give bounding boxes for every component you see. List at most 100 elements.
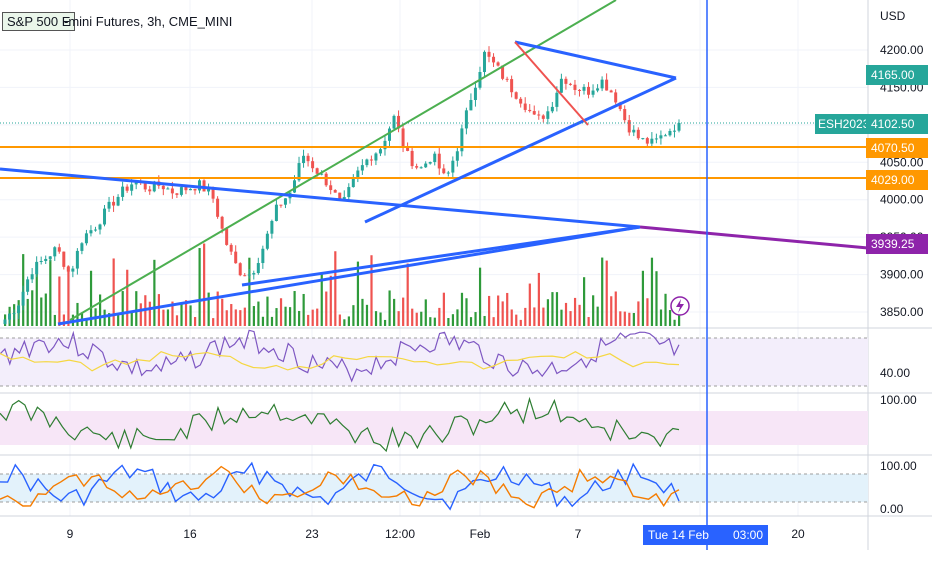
trendline-rising xyxy=(364,76,677,224)
x-tick-label: Feb xyxy=(470,527,491,541)
candle-body xyxy=(614,92,618,103)
volume-bar xyxy=(506,292,509,326)
symbol-label[interactable]: S&P 500 E xyxy=(2,12,76,31)
x-tick-label: 16 xyxy=(183,527,197,541)
volume-bar xyxy=(311,309,314,326)
candle-body xyxy=(62,251,66,267)
volume-bar xyxy=(668,310,672,326)
volume-bar xyxy=(361,298,364,326)
candle-body xyxy=(229,244,233,252)
candle-body xyxy=(505,78,509,80)
candle-body xyxy=(329,185,333,191)
volume-bar xyxy=(555,292,559,326)
candle-body xyxy=(148,189,152,192)
candle-body xyxy=(460,128,464,152)
volume-bar xyxy=(551,292,554,326)
candle-body xyxy=(333,190,337,193)
volume-bar xyxy=(596,306,599,326)
chart-title: -mini Futures, 3h, CME_MINI xyxy=(64,14,233,29)
candle-body xyxy=(397,115,401,129)
volume-bar xyxy=(135,291,138,326)
volume-bar xyxy=(415,312,418,326)
candle-body xyxy=(324,173,328,186)
candle-body xyxy=(270,220,274,234)
candle-body xyxy=(152,181,156,192)
volume-bar xyxy=(184,300,188,326)
y-tick-label: 4050.00 xyxy=(880,155,924,169)
candle-body xyxy=(265,233,269,249)
volume-bar xyxy=(325,291,328,326)
volume-bar xyxy=(420,311,423,326)
volume-bar xyxy=(98,294,102,326)
volume-bar xyxy=(460,292,464,326)
candle-body xyxy=(564,78,568,84)
candle-body xyxy=(351,177,355,188)
candle-body xyxy=(175,193,179,195)
price-tag-4165: 4165.00 xyxy=(866,65,928,85)
projection-line xyxy=(639,225,869,250)
volume-bar xyxy=(501,301,504,326)
triangle-top xyxy=(514,40,677,80)
candle-body xyxy=(442,168,446,174)
candle-body xyxy=(573,84,577,90)
candle-body xyxy=(302,155,306,164)
volume-bar xyxy=(293,291,296,326)
candle-body xyxy=(238,263,242,276)
crosshair-time-label: 03:00 xyxy=(728,525,768,545)
last-price-tag: 4102.50 xyxy=(866,114,928,134)
volume-bar xyxy=(257,301,260,326)
candle-body xyxy=(541,115,545,119)
oscillator-line xyxy=(0,396,680,453)
volume-bar xyxy=(112,258,115,326)
y-tick-label: 4000.00 xyxy=(880,193,924,207)
candle-body xyxy=(437,153,441,169)
candle-body xyxy=(121,186,125,197)
volume-bar xyxy=(153,259,156,326)
volume-bar xyxy=(429,317,432,326)
volume-bar xyxy=(193,317,197,326)
volume-bar xyxy=(397,311,400,326)
volume-bar xyxy=(560,309,563,326)
rsi-band xyxy=(0,338,868,386)
candle-body xyxy=(596,88,600,91)
indicator-panels xyxy=(0,337,868,503)
candle-body xyxy=(568,83,572,85)
candle-body xyxy=(347,187,351,198)
candle-body xyxy=(464,110,468,129)
x-tick-label: 12:00 xyxy=(385,527,415,541)
candle-body xyxy=(8,313,12,320)
chart-svg: USD4200.004150.004100.004050.004000.0039… xyxy=(0,0,932,550)
candle-body xyxy=(600,79,604,89)
stoch-band xyxy=(0,474,868,502)
candle-body xyxy=(537,114,541,116)
volume-bar xyxy=(519,319,522,326)
candle-body xyxy=(315,168,319,174)
volume-bar xyxy=(673,319,676,326)
volume-bar xyxy=(628,312,631,326)
volume-bar xyxy=(655,271,658,326)
candle-body xyxy=(342,197,346,200)
rsi-line xyxy=(0,329,680,383)
volume-bar xyxy=(524,307,527,326)
candle-body xyxy=(35,261,39,275)
channel-green-line xyxy=(69,0,617,321)
candle-body xyxy=(134,181,138,185)
volume-bar xyxy=(451,314,455,326)
candle-body xyxy=(360,165,364,171)
candle-body xyxy=(225,228,229,245)
candle-body xyxy=(532,111,536,115)
volume-bar xyxy=(316,308,319,326)
candle-body xyxy=(116,196,120,206)
volume-bar xyxy=(632,312,635,326)
volume-bar xyxy=(388,290,391,326)
candle-body xyxy=(12,313,16,315)
volume-bar xyxy=(198,248,201,326)
candle-body xyxy=(125,186,129,191)
candle-body xyxy=(469,99,473,111)
x-tick-label: 20 xyxy=(791,527,805,541)
volume-bar xyxy=(275,308,278,326)
volume-bar xyxy=(465,298,468,326)
candle-body xyxy=(179,187,183,195)
candle-body xyxy=(66,266,70,272)
lightning-glyph xyxy=(676,299,684,313)
